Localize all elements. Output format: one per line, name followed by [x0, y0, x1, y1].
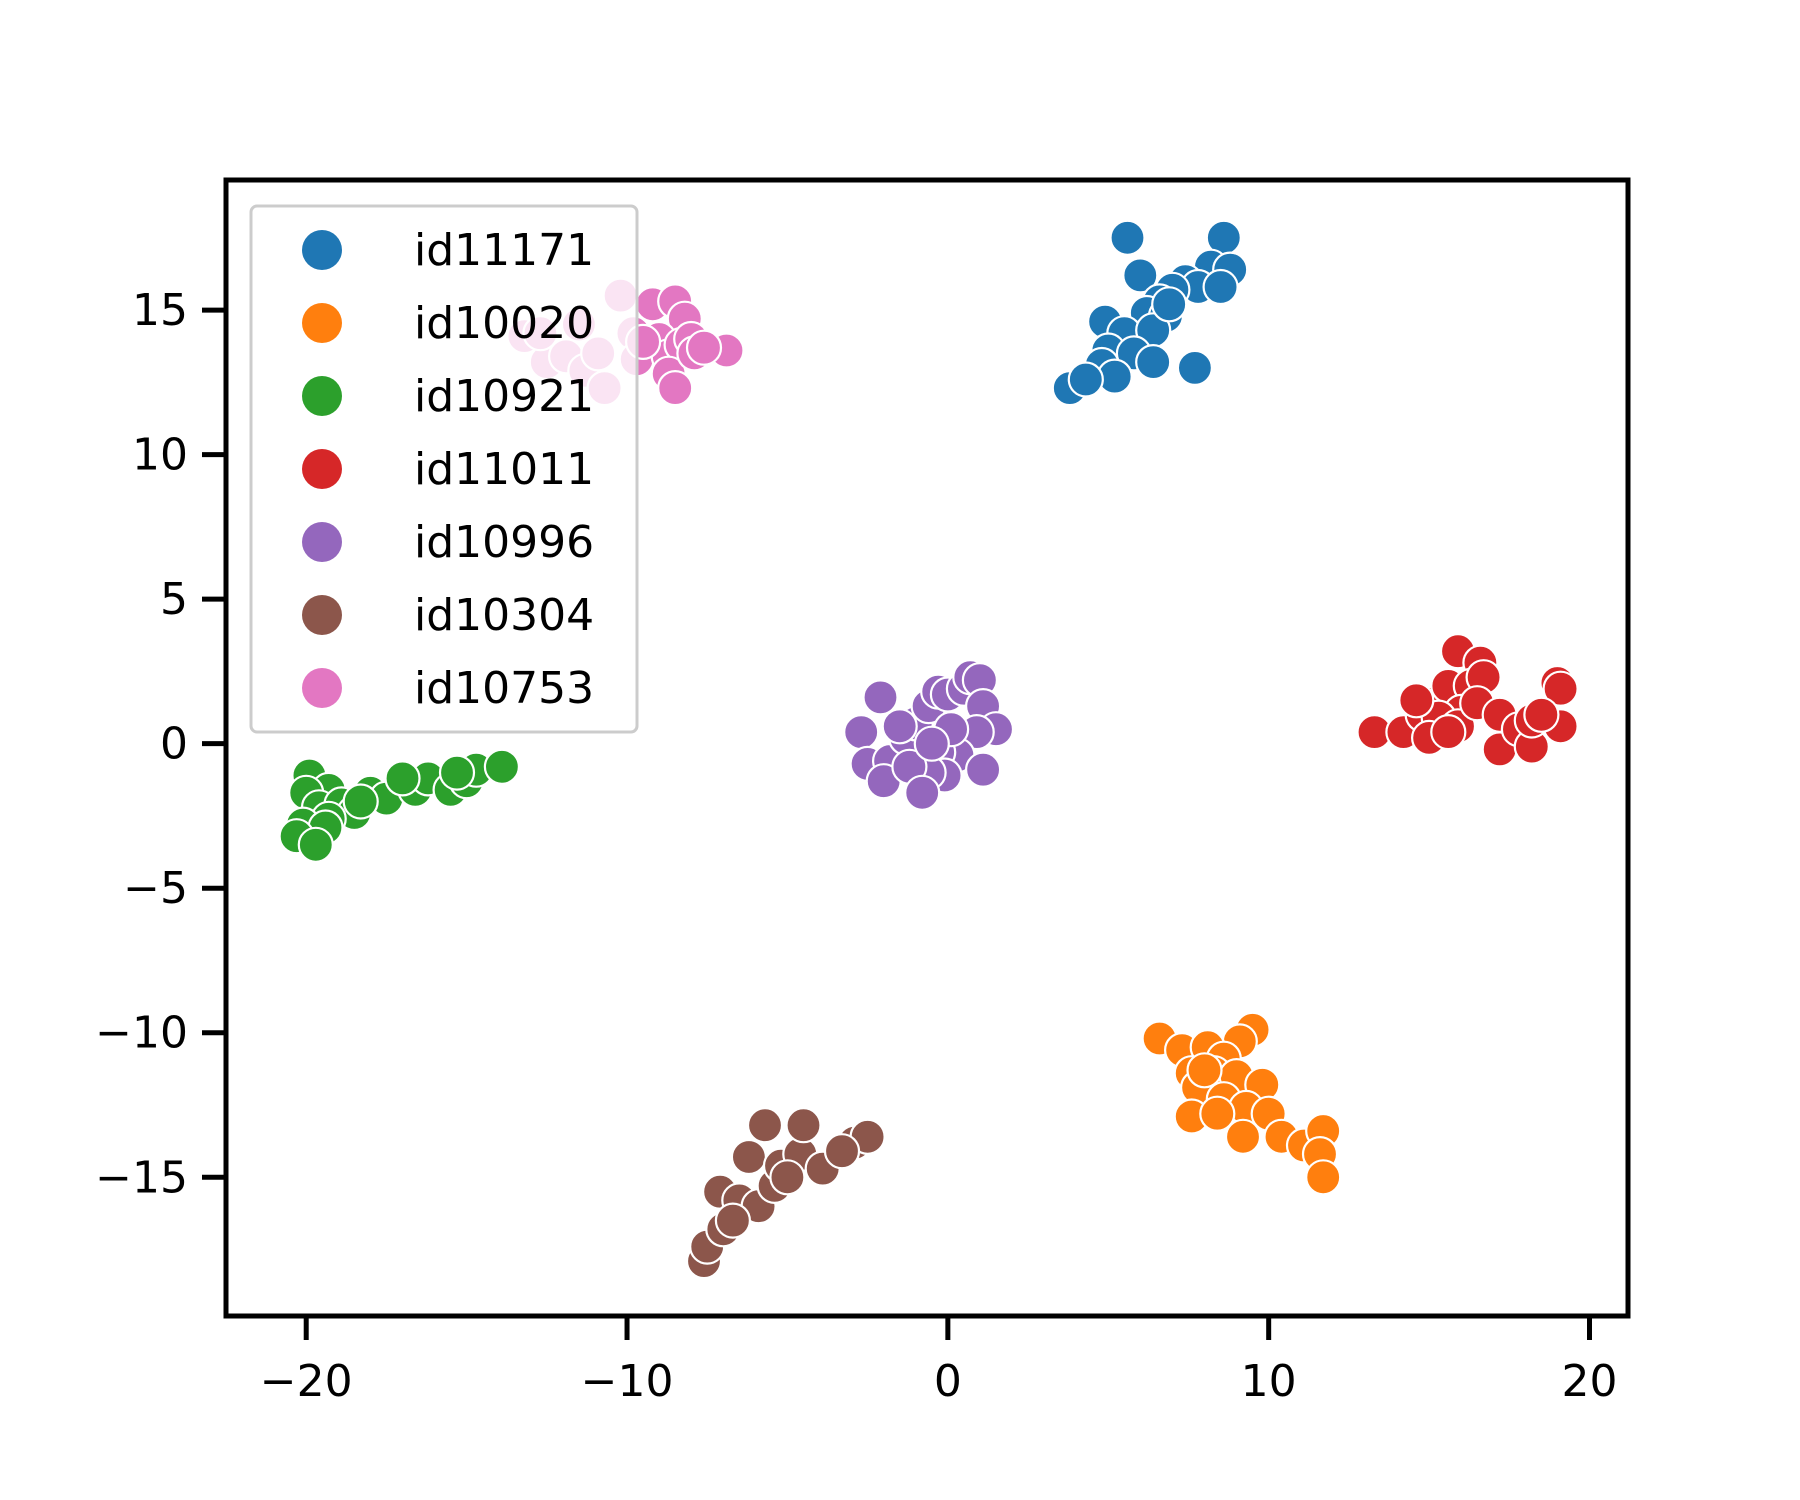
point-id10020-21 — [1306, 1160, 1340, 1194]
point-id10921-20 — [386, 761, 420, 795]
x-tick-label: −20 — [260, 1356, 353, 1407]
point-id10996-25 — [915, 727, 949, 761]
point-id11011-23 — [1399, 683, 1433, 717]
point-id10304-15 — [825, 1134, 859, 1168]
y-tick-label: 15 — [132, 285, 188, 336]
point-id11171-0 — [1111, 221, 1145, 255]
legend-label-id10020: id10020 — [414, 298, 594, 349]
point-id11171-8 — [1204, 270, 1238, 304]
x-tick-label: 20 — [1562, 1356, 1618, 1407]
point-id10304-16 — [770, 1160, 804, 1194]
legend-marker-id11171 — [302, 230, 342, 270]
point-id11171-22 — [1069, 363, 1103, 397]
legend-marker-id10020 — [302, 303, 342, 343]
point-id10921-21 — [344, 785, 378, 819]
point-id10996-21 — [905, 776, 939, 810]
point-id10996-23 — [966, 753, 1000, 787]
point-id10304-17 — [716, 1204, 750, 1238]
legend-label-id10304: id10304 — [414, 590, 594, 641]
legend-marker-id11011 — [302, 449, 342, 489]
legend-marker-id10753 — [302, 668, 342, 708]
point-id10753-22 — [687, 331, 721, 365]
point-id10020-16 — [1226, 1120, 1260, 1154]
legend-marker-id10921 — [302, 376, 342, 416]
legend-label-id11011: id11011 — [414, 444, 594, 495]
point-id10921-18 — [440, 756, 474, 790]
point-id10996-0 — [864, 680, 898, 714]
x-tick-label: 0 — [934, 1356, 962, 1407]
point-id10304-10 — [748, 1108, 782, 1142]
point-id10996-1 — [844, 715, 878, 749]
point-id10304-6 — [732, 1140, 766, 1174]
point-id10996-22 — [883, 709, 917, 743]
point-id11171-19 — [1178, 351, 1212, 385]
point-id10020-22 — [1188, 1053, 1222, 1087]
legend-marker-id10996 — [302, 522, 342, 562]
point-id11171-18 — [1136, 345, 1170, 379]
legend-label-id11171: id11171 — [414, 225, 594, 276]
point-id11011-24 — [1431, 715, 1465, 749]
point-id10921-10 — [299, 828, 333, 862]
scatter-chart: −20 −10 0 10 20 −15 −10 −5 0 5 10 15 id11171 id1002… — [0, 0, 1800, 1500]
y-tick-label: 10 — [132, 430, 188, 481]
y-tick-label: 5 — [160, 574, 188, 625]
legend-label-id10996: id10996 — [414, 517, 594, 568]
y-tick-label: −5 — [123, 863, 188, 914]
point-id10304-11 — [787, 1108, 821, 1142]
point-id11171-23 — [1152, 287, 1186, 321]
y-tick-label: 0 — [160, 719, 188, 770]
point-id11011-22 — [1524, 698, 1558, 732]
x-tick-label: −10 — [581, 1356, 674, 1407]
y-tick-label: −15 — [95, 1152, 188, 1203]
y-tick-label: −10 — [95, 1008, 188, 1059]
point-id10753-16 — [658, 371, 692, 405]
x-tick-label: 10 — [1241, 1356, 1297, 1407]
legend-label-id10753: id10753 — [414, 663, 594, 714]
legend-label-id10921: id10921 — [414, 371, 594, 422]
legend-marker-id10304 — [302, 595, 342, 635]
legend: id11171 id10020 id10921 id11011 id10996 id103… — [251, 206, 637, 732]
point-id10921-19 — [485, 750, 519, 784]
